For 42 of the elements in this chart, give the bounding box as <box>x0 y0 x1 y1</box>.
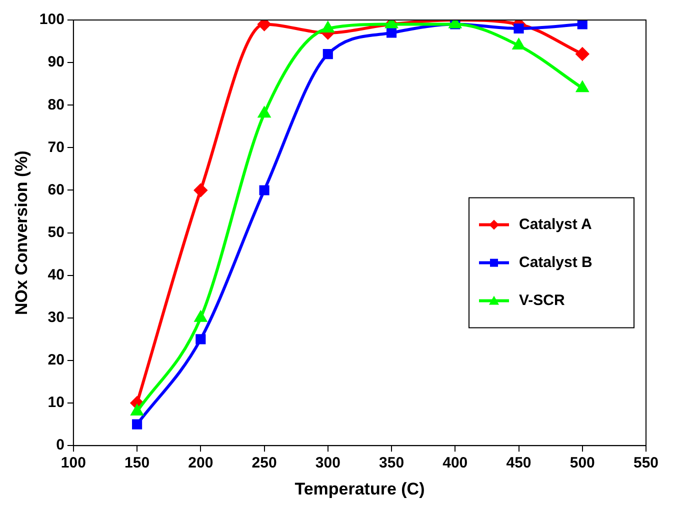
point <box>577 20 588 30</box>
x-tick-label: 500 <box>570 454 595 472</box>
y-tick-label: 0 <box>56 436 64 454</box>
point <box>258 107 270 118</box>
point <box>196 334 206 344</box>
point <box>322 49 333 60</box>
y-tick-label: 100 <box>39 11 64 28</box>
x-tick-label: 150 <box>124 454 150 472</box>
y-tick-label: 80 <box>48 96 64 114</box>
point <box>386 28 397 38</box>
point <box>322 22 334 33</box>
x-tick-label: 250 <box>252 454 277 472</box>
y-tick-label: 20 <box>48 352 64 369</box>
x-tick-label: 450 <box>506 454 532 472</box>
point <box>194 311 206 322</box>
point <box>132 419 142 430</box>
y-tick-label: 40 <box>48 266 64 284</box>
x-axis-title: Temperature (C) <box>294 479 425 498</box>
legend-label: Catalyst B <box>519 254 593 271</box>
y-tick-label: 60 <box>48 181 64 198</box>
legend-label: V-SCR <box>519 292 566 309</box>
y-tick-label: 70 <box>48 138 64 156</box>
legend-label: Catalyst A <box>519 216 592 233</box>
point <box>576 48 589 61</box>
x-tick-label: 200 <box>188 454 214 472</box>
y-axis-title: NOx Conversion (%) <box>12 150 31 315</box>
y-tick-label: 50 <box>48 224 64 241</box>
point <box>259 185 270 196</box>
x-tick-label: 400 <box>442 454 468 472</box>
point <box>131 405 143 416</box>
x-tick-label: 300 <box>315 454 340 472</box>
y-tick-label: 30 <box>48 309 64 326</box>
x-tick-label: 350 <box>379 454 404 472</box>
x-tick-label: 550 <box>633 454 659 472</box>
point <box>576 82 588 92</box>
point <box>514 23 524 34</box>
y-tick-label: 90 <box>48 54 64 71</box>
x-tick-label: 100 <box>60 454 86 472</box>
point <box>194 184 208 197</box>
y-tick-label: 10 <box>48 394 64 412</box>
point <box>258 20 271 31</box>
point <box>512 39 525 50</box>
